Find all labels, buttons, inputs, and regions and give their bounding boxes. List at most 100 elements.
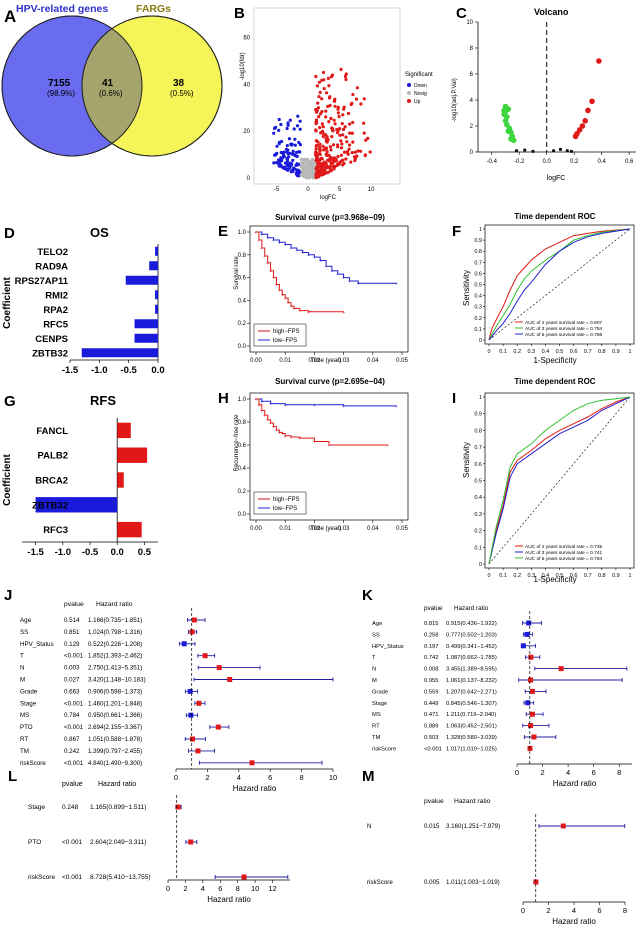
hr-marker — [528, 723, 534, 729]
scatter-point — [279, 163, 283, 167]
scatter-point — [340, 142, 344, 146]
row-pvalue: 0.663 — [64, 688, 80, 695]
panel-l: L pvalue Hazard ratio Stage 0.248 1.165(0.89… — [8, 768, 290, 904]
scatter-point — [318, 152, 322, 156]
x-tick-label: 0.00 — [250, 358, 262, 364]
scatter-point — [332, 167, 336, 171]
scatter-point — [345, 140, 349, 144]
scatter-point — [362, 97, 366, 101]
row-name: HPV_Status — [372, 644, 404, 650]
scatter-point — [318, 90, 322, 94]
scatter-point — [278, 160, 282, 164]
nosig-point — [551, 149, 556, 153]
scatter-point — [330, 135, 334, 139]
scatter-point — [319, 169, 323, 173]
row-hr: 0.906(0.598−1.373) — [88, 688, 142, 695]
row-name: RT — [372, 724, 380, 730]
y-axis-label: Recurrence−free rate — [234, 414, 240, 472]
x-tick-label: 6 — [268, 773, 272, 782]
scatter-point — [324, 115, 328, 119]
scatter-point — [287, 155, 291, 159]
up-point — [572, 133, 579, 140]
censor-mark: + — [301, 251, 304, 257]
y-tick-label: 40 — [243, 82, 250, 88]
scatter-point — [368, 150, 372, 154]
y-tick-label: 0.7 — [474, 445, 482, 451]
censor-mark: + — [269, 421, 272, 427]
chart-title: Volcano — [534, 7, 569, 17]
row-name: T — [20, 653, 24, 660]
up-point — [585, 107, 591, 114]
panel-e: E Survival curve (p=3.968e−09) 0.00 0.01 0… — [218, 213, 408, 364]
bar-label: RAD9A — [35, 261, 68, 272]
row-name: riskScore — [28, 874, 55, 881]
scatter-point — [306, 161, 310, 166]
y-tick-label: 6 — [470, 72, 474, 78]
censor-mark: + — [257, 403, 260, 409]
legend-down: Down — [414, 83, 427, 89]
x-tick-label: 0.4 — [542, 349, 550, 355]
legend-dot-down — [407, 83, 411, 87]
x-tick-label: -5 — [274, 187, 280, 193]
scatter-point — [363, 153, 367, 157]
row-pvalue: <0.001 — [62, 839, 82, 846]
x-tick-label: 0.02 — [309, 358, 321, 364]
hr-marker — [249, 760, 255, 766]
scatter-point — [311, 174, 315, 178]
hr-marker — [188, 839, 194, 845]
column-header-pvalue: pvalue — [62, 781, 83, 788]
roc-curve — [488, 396, 631, 565]
x-axis-label: Hazard ratio — [552, 917, 596, 926]
nosig-point — [523, 148, 527, 152]
x-tick-label: 0.3 — [527, 349, 535, 355]
bar-label: FANCL — [36, 426, 68, 437]
scatter-point — [316, 106, 320, 110]
x-tick-label: 4 — [237, 773, 241, 782]
censor-mark: + — [260, 409, 263, 415]
scatter-point — [315, 151, 319, 155]
scatter-point — [279, 122, 283, 127]
x-tick-label: 0.1 — [499, 573, 507, 579]
scatter-point — [317, 115, 321, 119]
x-axis-label: Time (year) — [311, 526, 341, 532]
scatter-point — [291, 152, 295, 156]
scatter-point — [321, 134, 325, 139]
y-tick-label: 0.5 — [474, 283, 482, 289]
row-pvalue: <0.001 — [62, 874, 82, 881]
scatter-point — [272, 131, 276, 135]
scatter-point — [296, 114, 300, 118]
panel-letter: A — [4, 7, 16, 26]
scatter-point — [326, 76, 330, 80]
y-tick-label: 0 — [247, 176, 251, 182]
hr-marker — [190, 736, 196, 742]
censor-mark: + — [284, 403, 287, 409]
censor-mark: + — [255, 397, 258, 403]
y-tick-label: 0.9 — [474, 238, 482, 244]
row-pvalue: 0.503 — [424, 735, 439, 741]
row-pvalue: <0.001 — [424, 746, 442, 752]
scatter-point — [327, 120, 331, 124]
scatter-point — [291, 149, 295, 153]
y-tick-label: 1 — [479, 227, 482, 233]
legend-entry: AUC of 5 years survival rate = 0.784 — [525, 556, 603, 562]
scatter-point — [306, 164, 310, 168]
chart-title: Survival curve (p=2.695e−04) — [275, 377, 385, 386]
censor-mark: + — [395, 404, 398, 410]
hr-marker — [216, 665, 222, 671]
scatter-point — [272, 161, 276, 165]
row-hr: 1.460(1.201−1.848) — [88, 700, 142, 707]
forest-plot: pvalue Hazard ratio N 0.015 3.160(1.251−7.97… — [367, 798, 627, 926]
row-pvalue: 0.258 — [424, 632, 439, 638]
scatter-point — [353, 157, 357, 161]
legend-entry: AUC of 2 years survival rate = 0.735 — [525, 544, 603, 550]
scatter-point — [314, 118, 319, 122]
row-name: Grade — [372, 689, 388, 695]
y-tick-label: 0.6 — [238, 276, 247, 282]
scatter-point — [295, 150, 299, 154]
forest-plot: pvalue Hazard ratio Age 0.815 0.915(0.436−1.… — [372, 605, 632, 788]
chart-title: Time dependent ROC — [514, 377, 595, 386]
hr-marker — [215, 724, 221, 730]
scatter-point — [317, 95, 321, 99]
scatter-point — [338, 161, 342, 165]
